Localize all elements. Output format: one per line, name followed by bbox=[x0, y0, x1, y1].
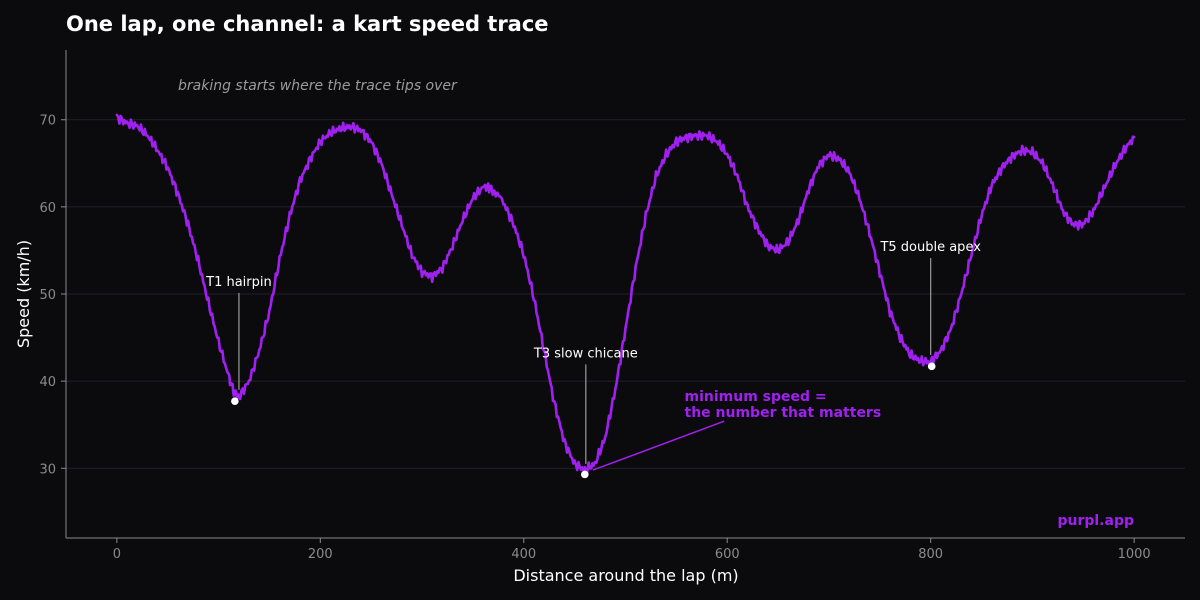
x-tick-label: 200 bbox=[308, 547, 333, 562]
y-tick-label: 60 bbox=[39, 201, 56, 216]
chart-subtitle: braking starts where the trace tips over bbox=[178, 78, 458, 94]
callout-text-line: minimum speed = bbox=[685, 389, 827, 405]
series-layer bbox=[115, 113, 1136, 473]
y-tick-label: 30 bbox=[39, 462, 56, 477]
x-tick-label: 1000 bbox=[1118, 547, 1151, 562]
speed-trace-line bbox=[115, 113, 1136, 473]
annotation-label: T3 slow chicane bbox=[533, 346, 638, 361]
y-tick-label: 40 bbox=[39, 375, 56, 390]
x-axis-label: Distance around the lap (m) bbox=[513, 566, 738, 585]
x-tick-label: 800 bbox=[918, 547, 943, 562]
grid-lines bbox=[66, 119, 1185, 469]
chart-title: One lap, one channel: a kart speed trace bbox=[66, 12, 549, 36]
y-tick-label: 50 bbox=[39, 288, 56, 303]
axes: 30 40 50 60 70 0 200 400 600 800 1000 bbox=[39, 50, 1185, 562]
annotation-label: T5 double apex bbox=[879, 240, 981, 255]
y-tick-label: 70 bbox=[39, 114, 56, 129]
y-axis-label: Speed (km/h) bbox=[14, 240, 33, 348]
annotations bbox=[238, 258, 932, 471]
callout-text-line: the number that matters bbox=[685, 405, 882, 421]
minimum-points bbox=[231, 362, 936, 479]
minimum-speed-point bbox=[231, 397, 239, 405]
minimum-speed-point bbox=[927, 362, 936, 371]
annotation-label: T1 hairpin bbox=[205, 275, 272, 290]
callout-arrow bbox=[592, 420, 725, 471]
annotation-labels: T1 hairpin T3 slow chicane T5 double apex m… bbox=[205, 240, 981, 421]
x-tick-label: 600 bbox=[715, 547, 740, 562]
x-tick-label: 400 bbox=[511, 547, 536, 562]
watermark: purpl.app bbox=[1057, 513, 1134, 529]
minimum-speed-point bbox=[581, 470, 589, 479]
x-tick-label: 0 bbox=[113, 547, 121, 562]
